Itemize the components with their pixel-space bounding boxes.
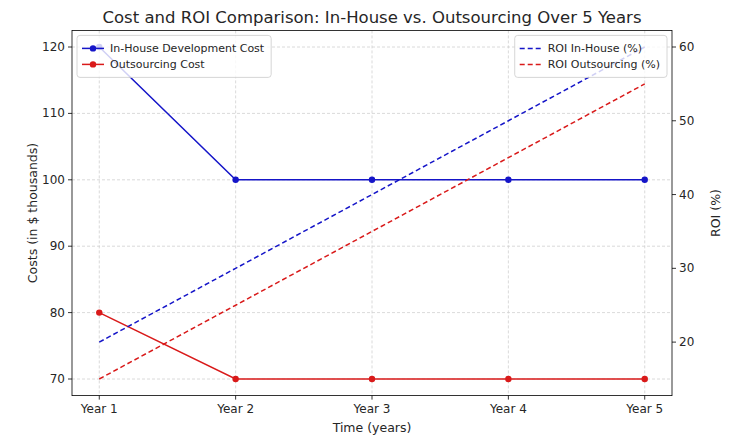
data-point [505, 177, 511, 183]
legend-swatch [520, 48, 542, 50]
data-point [369, 177, 375, 183]
tick-label: 70 [50, 372, 65, 386]
series-line [99, 313, 644, 379]
axis-label: Time (years) [332, 420, 412, 435]
tick [672, 342, 676, 343]
tick [672, 120, 676, 121]
title: Cost and ROI Comparison: In-House vs. Ou… [103, 8, 642, 27]
plot-frame [72, 30, 672, 395]
grid-line [235, 30, 236, 395]
tick-label: 120 [42, 40, 65, 54]
chart: 70 80 90 100 110 120 20 30 40 50 60 Year 1 Year 2 Yea… [0, 0, 737, 439]
tick [68, 179, 72, 180]
tick-label: 100 [42, 173, 65, 187]
grid [72, 30, 672, 395]
tick [68, 312, 72, 313]
legend-label: In-House Development Cost [110, 42, 265, 55]
grid-line [99, 30, 100, 395]
legend-marker [90, 45, 96, 51]
tick-label: Year 1 [80, 402, 118, 416]
tick-label: Year 2 [216, 402, 254, 416]
grid-line [508, 30, 509, 395]
legend-box [515, 35, 667, 77]
tick-label: 40 [679, 188, 694, 202]
legend-box [77, 35, 271, 77]
tick [672, 268, 676, 269]
axis-label: ROI (%) [708, 189, 723, 237]
data-point [232, 376, 238, 382]
plot-data [96, 44, 648, 382]
legend-label: ROI In-House (%) [548, 42, 642, 55]
axes: 70 80 90 100 110 120 20 30 40 50 60 Year 1 Year 2 Yea… [42, 40, 694, 416]
data-point [369, 376, 375, 382]
tick-label: Year 4 [489, 402, 527, 416]
data-point [642, 376, 648, 382]
data-point [505, 376, 511, 382]
tick [508, 396, 509, 400]
series-line [99, 84, 644, 379]
tick-label: 60 [679, 40, 694, 54]
legend-label: Outsourcing Cost [110, 58, 205, 71]
tick [644, 396, 645, 400]
legend-label: ROI Outsourcing (%) [548, 58, 660, 71]
tick [68, 246, 72, 247]
grid-line [644, 30, 645, 395]
series-line [99, 47, 644, 342]
tick [672, 47, 676, 48]
tick-label: 90 [50, 239, 65, 253]
tick-label: 20 [679, 335, 694, 349]
tick-label: 50 [679, 114, 694, 128]
tick-label: 110 [42, 106, 65, 120]
tick [68, 47, 72, 48]
tick-label: Year 3 [353, 402, 391, 416]
tick-label: 80 [50, 306, 65, 320]
tick [235, 396, 236, 400]
tick [68, 113, 72, 114]
legend: In-House Development Cost Outsourcing Cos… [77, 35, 271, 77]
tick [672, 194, 676, 195]
data-point [96, 309, 102, 315]
data-point [232, 177, 238, 183]
tick-label: Year 5 [625, 402, 663, 416]
legend-swatch [520, 64, 542, 66]
tick [372, 396, 373, 400]
legend-marker [90, 61, 96, 67]
legend: ROI In-House (%) ROI Outsourcing (%) [515, 35, 667, 77]
grid-line [372, 30, 373, 395]
tick [99, 396, 100, 400]
tick-label: 30 [679, 261, 694, 275]
data-point [642, 177, 648, 183]
tick [68, 379, 72, 380]
axis-label: Costs (in $ thousands) [25, 143, 40, 283]
